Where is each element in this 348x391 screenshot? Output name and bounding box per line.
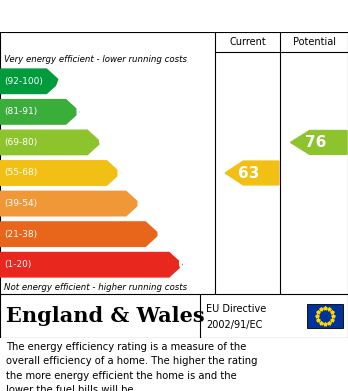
Text: England & Wales: England & Wales <box>6 306 205 326</box>
Text: B: B <box>75 103 88 121</box>
FancyArrow shape <box>291 131 347 154</box>
Text: Potential: Potential <box>293 37 335 47</box>
Text: (81-91): (81-91) <box>4 108 37 117</box>
Text: D: D <box>115 164 129 182</box>
FancyArrow shape <box>0 161 120 185</box>
FancyArrow shape <box>0 130 101 155</box>
Text: The energy efficiency rating is a measure of the
overall efficiency of a home. T: The energy efficiency rating is a measur… <box>6 342 258 391</box>
Text: G: G <box>177 256 191 274</box>
FancyArrow shape <box>225 161 279 185</box>
FancyArrow shape <box>0 222 159 246</box>
Text: E: E <box>136 195 147 213</box>
Text: 76: 76 <box>304 135 326 150</box>
Text: (55-68): (55-68) <box>4 169 37 178</box>
Text: 63: 63 <box>238 165 260 181</box>
Text: F: F <box>155 225 167 243</box>
Text: (21-38): (21-38) <box>4 230 37 239</box>
FancyArrow shape <box>0 100 79 124</box>
Text: (39-54): (39-54) <box>4 199 37 208</box>
Text: EU Directive: EU Directive <box>206 305 266 314</box>
Text: (69-80): (69-80) <box>4 138 37 147</box>
FancyArrow shape <box>0 69 60 93</box>
Text: Energy Efficiency Rating: Energy Efficiency Rating <box>8 7 237 25</box>
Text: Very energy efficient - lower running costs: Very energy efficient - lower running co… <box>4 54 187 63</box>
Text: Current: Current <box>229 37 266 47</box>
Text: (92-100): (92-100) <box>4 77 43 86</box>
FancyArrow shape <box>0 253 182 277</box>
FancyArrow shape <box>0 191 140 216</box>
Text: 2002/91/EC: 2002/91/EC <box>206 320 262 330</box>
Bar <box>307 304 343 328</box>
Text: (1-20): (1-20) <box>4 260 31 269</box>
Text: Not energy efficient - higher running costs: Not energy efficient - higher running co… <box>4 283 187 292</box>
Text: C: C <box>97 133 109 151</box>
Text: A: A <box>55 72 68 90</box>
